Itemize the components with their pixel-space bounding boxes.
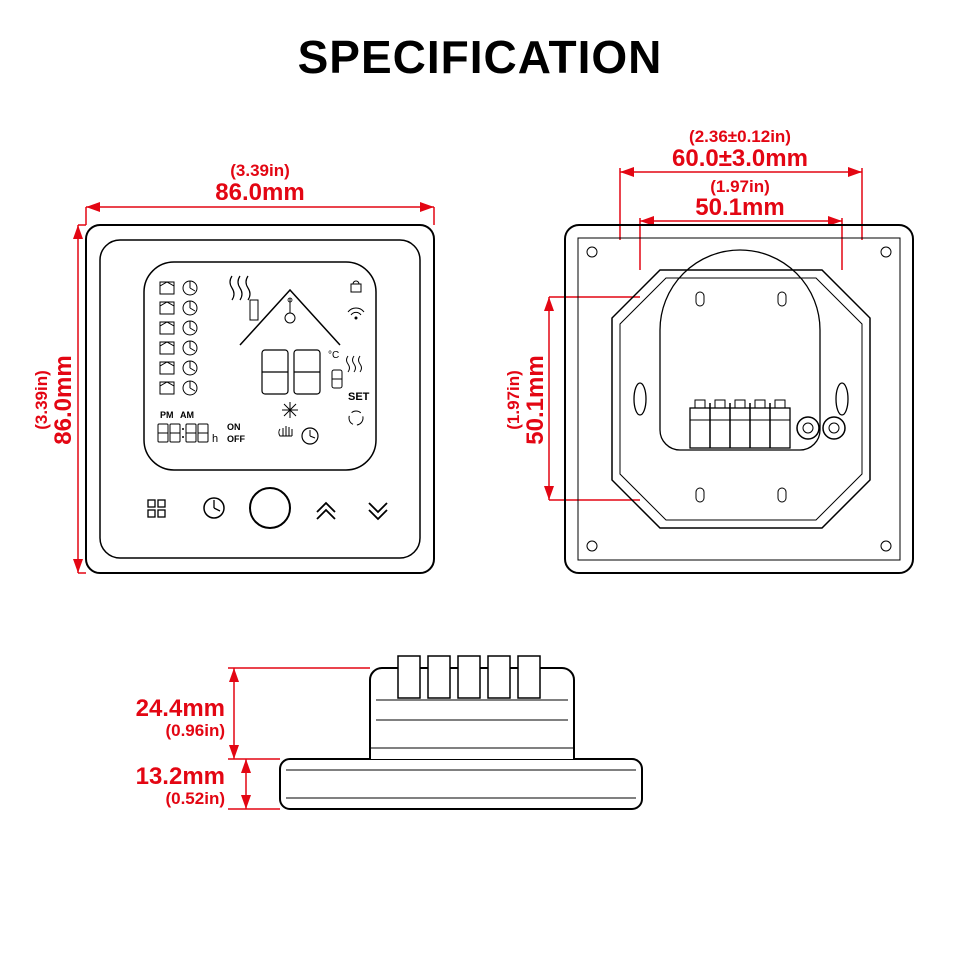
power-button-icon — [250, 488, 290, 528]
back-view: (2.36±0.12in) 60.0±3.0mm (1.97in) 50.1mm… — [504, 127, 913, 573]
front-width-mm: 86.0mm — [215, 179, 304, 206]
back-inner-mm: 50.1mm — [695, 194, 784, 221]
back-junction-box — [612, 270, 870, 528]
snowflake-icon — [282, 402, 298, 418]
lcd-panel — [144, 262, 376, 470]
menu-button-icon — [148, 500, 165, 517]
specification-drawing: (3.39in) 86.0mm (3.39in) 86.0mm — [0, 0, 960, 960]
lcd-content: °C SET — [158, 276, 370, 445]
steam-icon — [230, 276, 250, 300]
side-view: 24.4mm (0.96in) 13.2mm (0.52in) — [136, 656, 642, 809]
lcd-am: AM — [180, 410, 194, 420]
down-button-icon — [369, 503, 387, 519]
side-top-mm: 24.4mm — [136, 695, 225, 722]
back-outer-mm: 60.0±3.0mm — [672, 145, 808, 172]
back-h-in: (1.97in) — [504, 370, 523, 430]
program-icons-col2 — [183, 281, 197, 395]
heat-waves-icon — [347, 356, 362, 372]
program-icons-col1 — [160, 282, 174, 394]
up-button-icon — [317, 503, 335, 519]
front-height-mm: 86.0mm — [50, 355, 77, 444]
lcd-unit-c: °C — [328, 350, 339, 361]
big-digits-88 — [262, 350, 320, 394]
back-h-mm: 50.1mm — [522, 355, 549, 444]
side-bot-in: (0.52in) — [165, 789, 225, 808]
time-digits — [158, 424, 208, 442]
lcd-set: SET — [348, 391, 370, 403]
side-top-in: (0.96in) — [165, 721, 225, 740]
front-width-in: (3.39in) — [230, 161, 290, 180]
side-ribs — [398, 656, 540, 698]
lock-icon — [351, 281, 361, 292]
cycle-icon — [349, 411, 363, 425]
lcd-off: OFF — [227, 434, 245, 444]
side-bot-mm: 13.2mm — [136, 763, 225, 790]
lcd-pm: PM — [160, 410, 174, 420]
front-height-in: (3.39in) — [32, 370, 51, 430]
front-height-dim: (3.39in) 86.0mm — [32, 225, 86, 573]
lcd-on: ON — [227, 422, 241, 432]
front-buttons — [148, 488, 387, 528]
terminal-block — [690, 400, 790, 448]
lcd-h: h — [212, 433, 218, 445]
wifi-icon — [348, 308, 364, 320]
hand-icon — [279, 426, 292, 436]
front-width-dim: (3.39in) 86.0mm — [86, 161, 434, 225]
front-view: (3.39in) 86.0mm (3.39in) 86.0mm — [32, 161, 434, 573]
back-outer-in: (2.36±0.12in) — [689, 127, 791, 146]
side-bezel — [280, 759, 642, 809]
